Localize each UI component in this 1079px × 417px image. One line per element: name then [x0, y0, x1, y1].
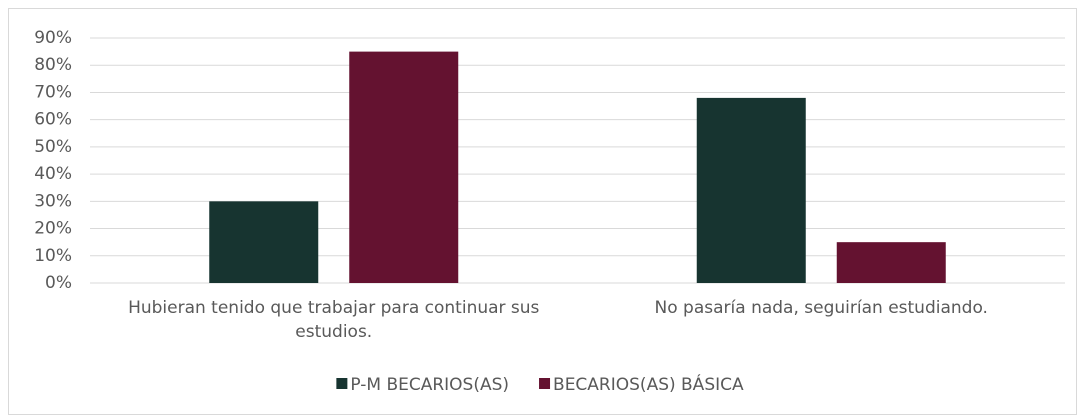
y-tick-label: 20% [34, 219, 72, 239]
chart-border [8, 8, 1077, 415]
bar [349, 51, 459, 283]
y-tick-label: 10% [34, 246, 72, 266]
y-tick-label: 70% [34, 82, 72, 102]
y-tick-label: 0% [45, 273, 72, 293]
y-tick-label: 30% [34, 191, 72, 211]
bar [209, 201, 319, 283]
legend-swatch [336, 378, 348, 389]
y-tick-label: 80% [34, 55, 72, 75]
y-tick-label: 50% [34, 137, 72, 157]
legend-swatch [539, 378, 551, 389]
legend-label: P-M BECARIOS(AS) [350, 375, 509, 395]
legend-label: BECARIOS(AS) BÁSICA [553, 373, 744, 395]
x-tick-label: No pasaría nada, seguirían estudiando. [654, 298, 988, 318]
y-tick-label: 40% [34, 164, 72, 184]
x-tick-label: Hubieran tenido que trabajar para contin… [128, 298, 540, 342]
bar [696, 97, 806, 283]
bar [836, 242, 946, 283]
y-tick-label: 90% [34, 28, 72, 48]
y-tick-label: 60% [34, 110, 72, 130]
